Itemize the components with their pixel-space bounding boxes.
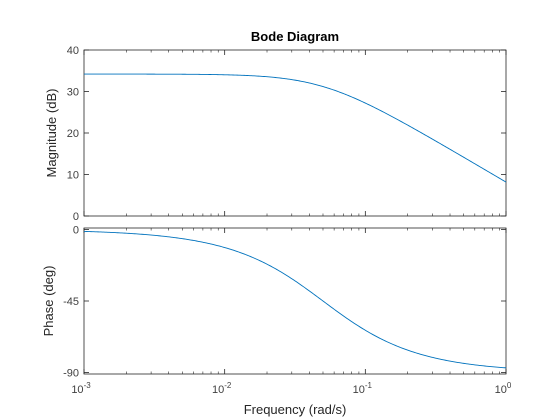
phase-y-axis-label: Phase (deg) [41, 266, 56, 337]
x-tick-label: 10-3 [71, 381, 91, 396]
phase-plot-frame [83, 227, 507, 375]
magnitude-axes: 0 10 20 30 40 [67, 45, 507, 223]
magnitude-y-axis-label: Magnitude (dB) [44, 89, 59, 178]
x-tick-label: 10-1 [353, 381, 373, 396]
magnitude-y-tick-label: 10 [67, 170, 79, 182]
magnitude-y-tick-label: 0 [73, 211, 79, 223]
phase-axes: 0 -45 -90 [63, 225, 507, 380]
phase-y-tick-label: 0 [73, 225, 79, 237]
magnitude-y-tick-label: 30 [67, 87, 79, 99]
phase-tick-group [83, 228, 507, 374]
x-tick-labels: 10-3 10-2 10-1 100 [71, 381, 512, 396]
magnitude-series-line [84, 73, 507, 183]
x-tick-label: 10-2 [212, 381, 232, 396]
magnitude-y-tick-labels: 0 10 20 30 40 [67, 45, 79, 223]
chart-title: Bode Diagram [251, 29, 339, 44]
magnitude-y-tick-label: 20 [67, 128, 79, 140]
phase-series-line [83, 230, 507, 369]
x-tick-label: 100 [495, 381, 512, 396]
magnitude-plot-frame [83, 49, 507, 217]
phase-y-tick-labels: 0 -45 -90 [63, 225, 79, 380]
magnitude-y-tick-label: 40 [67, 45, 79, 57]
magnitude-tick-group [83, 49, 507, 217]
phase-y-tick-label: -45 [63, 296, 79, 308]
phase-y-tick-label: -90 [63, 367, 79, 379]
x-axis-label: Frequency (rad/s) [244, 402, 347, 417]
